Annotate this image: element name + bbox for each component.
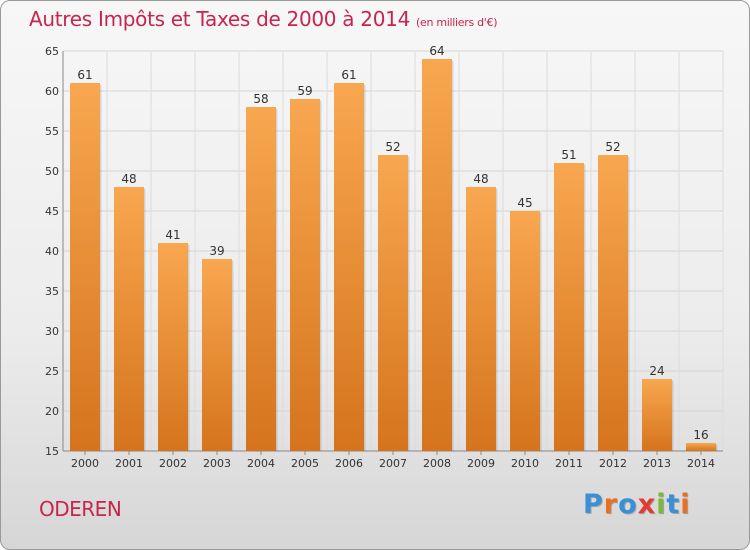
bars <box>70 59 718 451</box>
bar-value-label: 16 <box>693 428 708 442</box>
logo-letter: o <box>618 489 638 520</box>
proxiti-logo: Proxiti <box>583 489 691 520</box>
x-tick-label: 2001 <box>115 457 143 470</box>
x-tick-label: 2006 <box>335 457 363 470</box>
bar-value-label: 58 <box>253 92 268 106</box>
x-tick-label: 2004 <box>247 457 275 470</box>
chart-unit: (en milliers d'€) <box>416 16 498 29</box>
y-tick-label: 60 <box>45 85 59 98</box>
bar-value-label: 59 <box>297 84 312 98</box>
city-name: ODEREN <box>39 497 122 521</box>
bar-value-label: 64 <box>429 44 444 58</box>
bar-value-label: 61 <box>341 68 356 82</box>
bar <box>158 243 188 451</box>
bar <box>554 163 584 451</box>
bar-value-label: 48 <box>473 172 488 186</box>
bar-value-label: 45 <box>517 196 532 210</box>
y-tick-label: 35 <box>45 285 59 298</box>
y-tick-label: 15 <box>45 445 59 458</box>
bar <box>466 187 496 451</box>
y-tick-label: 50 <box>45 165 59 178</box>
logo-letter: t <box>666 489 681 520</box>
bar-value-label: 52 <box>385 140 400 154</box>
bar <box>290 99 320 451</box>
bar <box>246 107 276 451</box>
chart-title-text: Autres Impôts et Taxes de 2000 à 2014 <box>29 7 410 31</box>
bar <box>70 83 100 451</box>
bar <box>334 83 364 451</box>
bar-value-label: 24 <box>649 364 664 378</box>
bar <box>598 155 628 451</box>
logo-letter: x <box>637 489 657 520</box>
bar <box>642 379 672 451</box>
y-tick-label: 65 <box>45 45 59 58</box>
x-tick-label: 2002 <box>159 457 187 470</box>
y-tick-label: 45 <box>45 205 59 218</box>
bar <box>114 187 144 451</box>
bar <box>686 443 716 451</box>
bar <box>378 155 408 451</box>
bar <box>422 59 452 451</box>
logo-letter: i <box>656 489 667 520</box>
bar-value-label: 52 <box>605 140 620 154</box>
logo-letter: P <box>583 489 604 520</box>
x-tick-label: 2010 <box>511 457 539 470</box>
x-tick-label: 2000 <box>71 457 99 470</box>
bar-value-label: 39 <box>209 244 224 258</box>
x-tick-label: 2008 <box>423 457 451 470</box>
bar <box>510 211 540 451</box>
x-tick-label: 2011 <box>555 457 583 470</box>
x-tick-label: 2007 <box>379 457 407 470</box>
x-tick-label: 2005 <box>291 457 319 470</box>
chart-title: Autres Impôts et Taxes de 2000 à 2014 (en… <box>29 7 497 31</box>
bar-value-label: 61 <box>77 68 92 82</box>
x-tick-label: 2012 <box>599 457 627 470</box>
y-tick-label: 55 <box>45 125 59 138</box>
x-tick-label: 2003 <box>203 457 231 470</box>
x-tick-label: 2009 <box>467 457 495 470</box>
x-tick-label: 2013 <box>643 457 671 470</box>
y-tick-label: 40 <box>45 245 59 258</box>
y-tick-label: 30 <box>45 325 59 338</box>
y-tick-label: 25 <box>45 365 59 378</box>
x-tick-label: 2014 <box>687 457 715 470</box>
bar-value-label: 48 <box>121 172 136 186</box>
bar <box>202 259 232 451</box>
y-tick-label: 20 <box>45 405 59 418</box>
labels: 15 20 25 30 35 40 45 50 55 60 65 61 2000 48 2001 41 2002… <box>45 44 715 470</box>
logo-letter: r <box>603 489 619 520</box>
bar-value-label: 41 <box>165 228 180 242</box>
logo-letter: i <box>680 489 691 520</box>
bar-value-label: 51 <box>561 148 576 162</box>
